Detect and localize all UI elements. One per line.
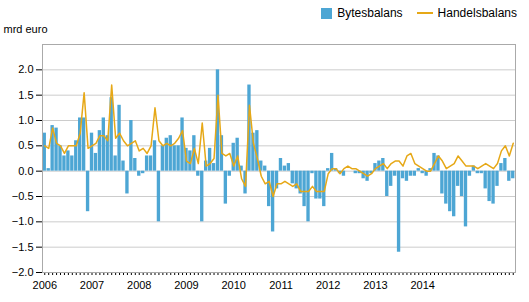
svg-text:−1.0: −1.0 bbox=[12, 215, 34, 227]
svg-text:2.0: 2.0 bbox=[18, 63, 33, 75]
svg-text:2014: 2014 bbox=[410, 279, 434, 291]
svg-text:2012: 2012 bbox=[316, 279, 340, 291]
svg-text:2011: 2011 bbox=[269, 279, 293, 291]
html-text:Handelsbalans: Handelsbalans bbox=[437, 6, 517, 20]
svg-text:−2.0: −2.0 bbox=[12, 266, 34, 278]
svg-text:1.0: 1.0 bbox=[18, 114, 33, 126]
svg-text:0.5: 0.5 bbox=[18, 139, 33, 151]
svg-text:1.5: 1.5 bbox=[18, 89, 33, 101]
svg-text:−0.5: −0.5 bbox=[12, 190, 34, 202]
svg-text:2008: 2008 bbox=[127, 279, 151, 291]
svg-text:mrd euro: mrd euro bbox=[4, 23, 48, 35]
svg-text:0.0: 0.0 bbox=[18, 165, 33, 177]
svg-text:2010: 2010 bbox=[221, 279, 245, 291]
svg-text:2013: 2013 bbox=[363, 279, 387, 291]
svg-text:2009: 2009 bbox=[174, 279, 198, 291]
svg-text:2007: 2007 bbox=[80, 279, 104, 291]
html-text:Bytesbalans: Bytesbalans bbox=[337, 6, 403, 20]
svg-text:−1.5: −1.5 bbox=[12, 241, 34, 253]
svg-text:2006: 2006 bbox=[33, 279, 57, 291]
